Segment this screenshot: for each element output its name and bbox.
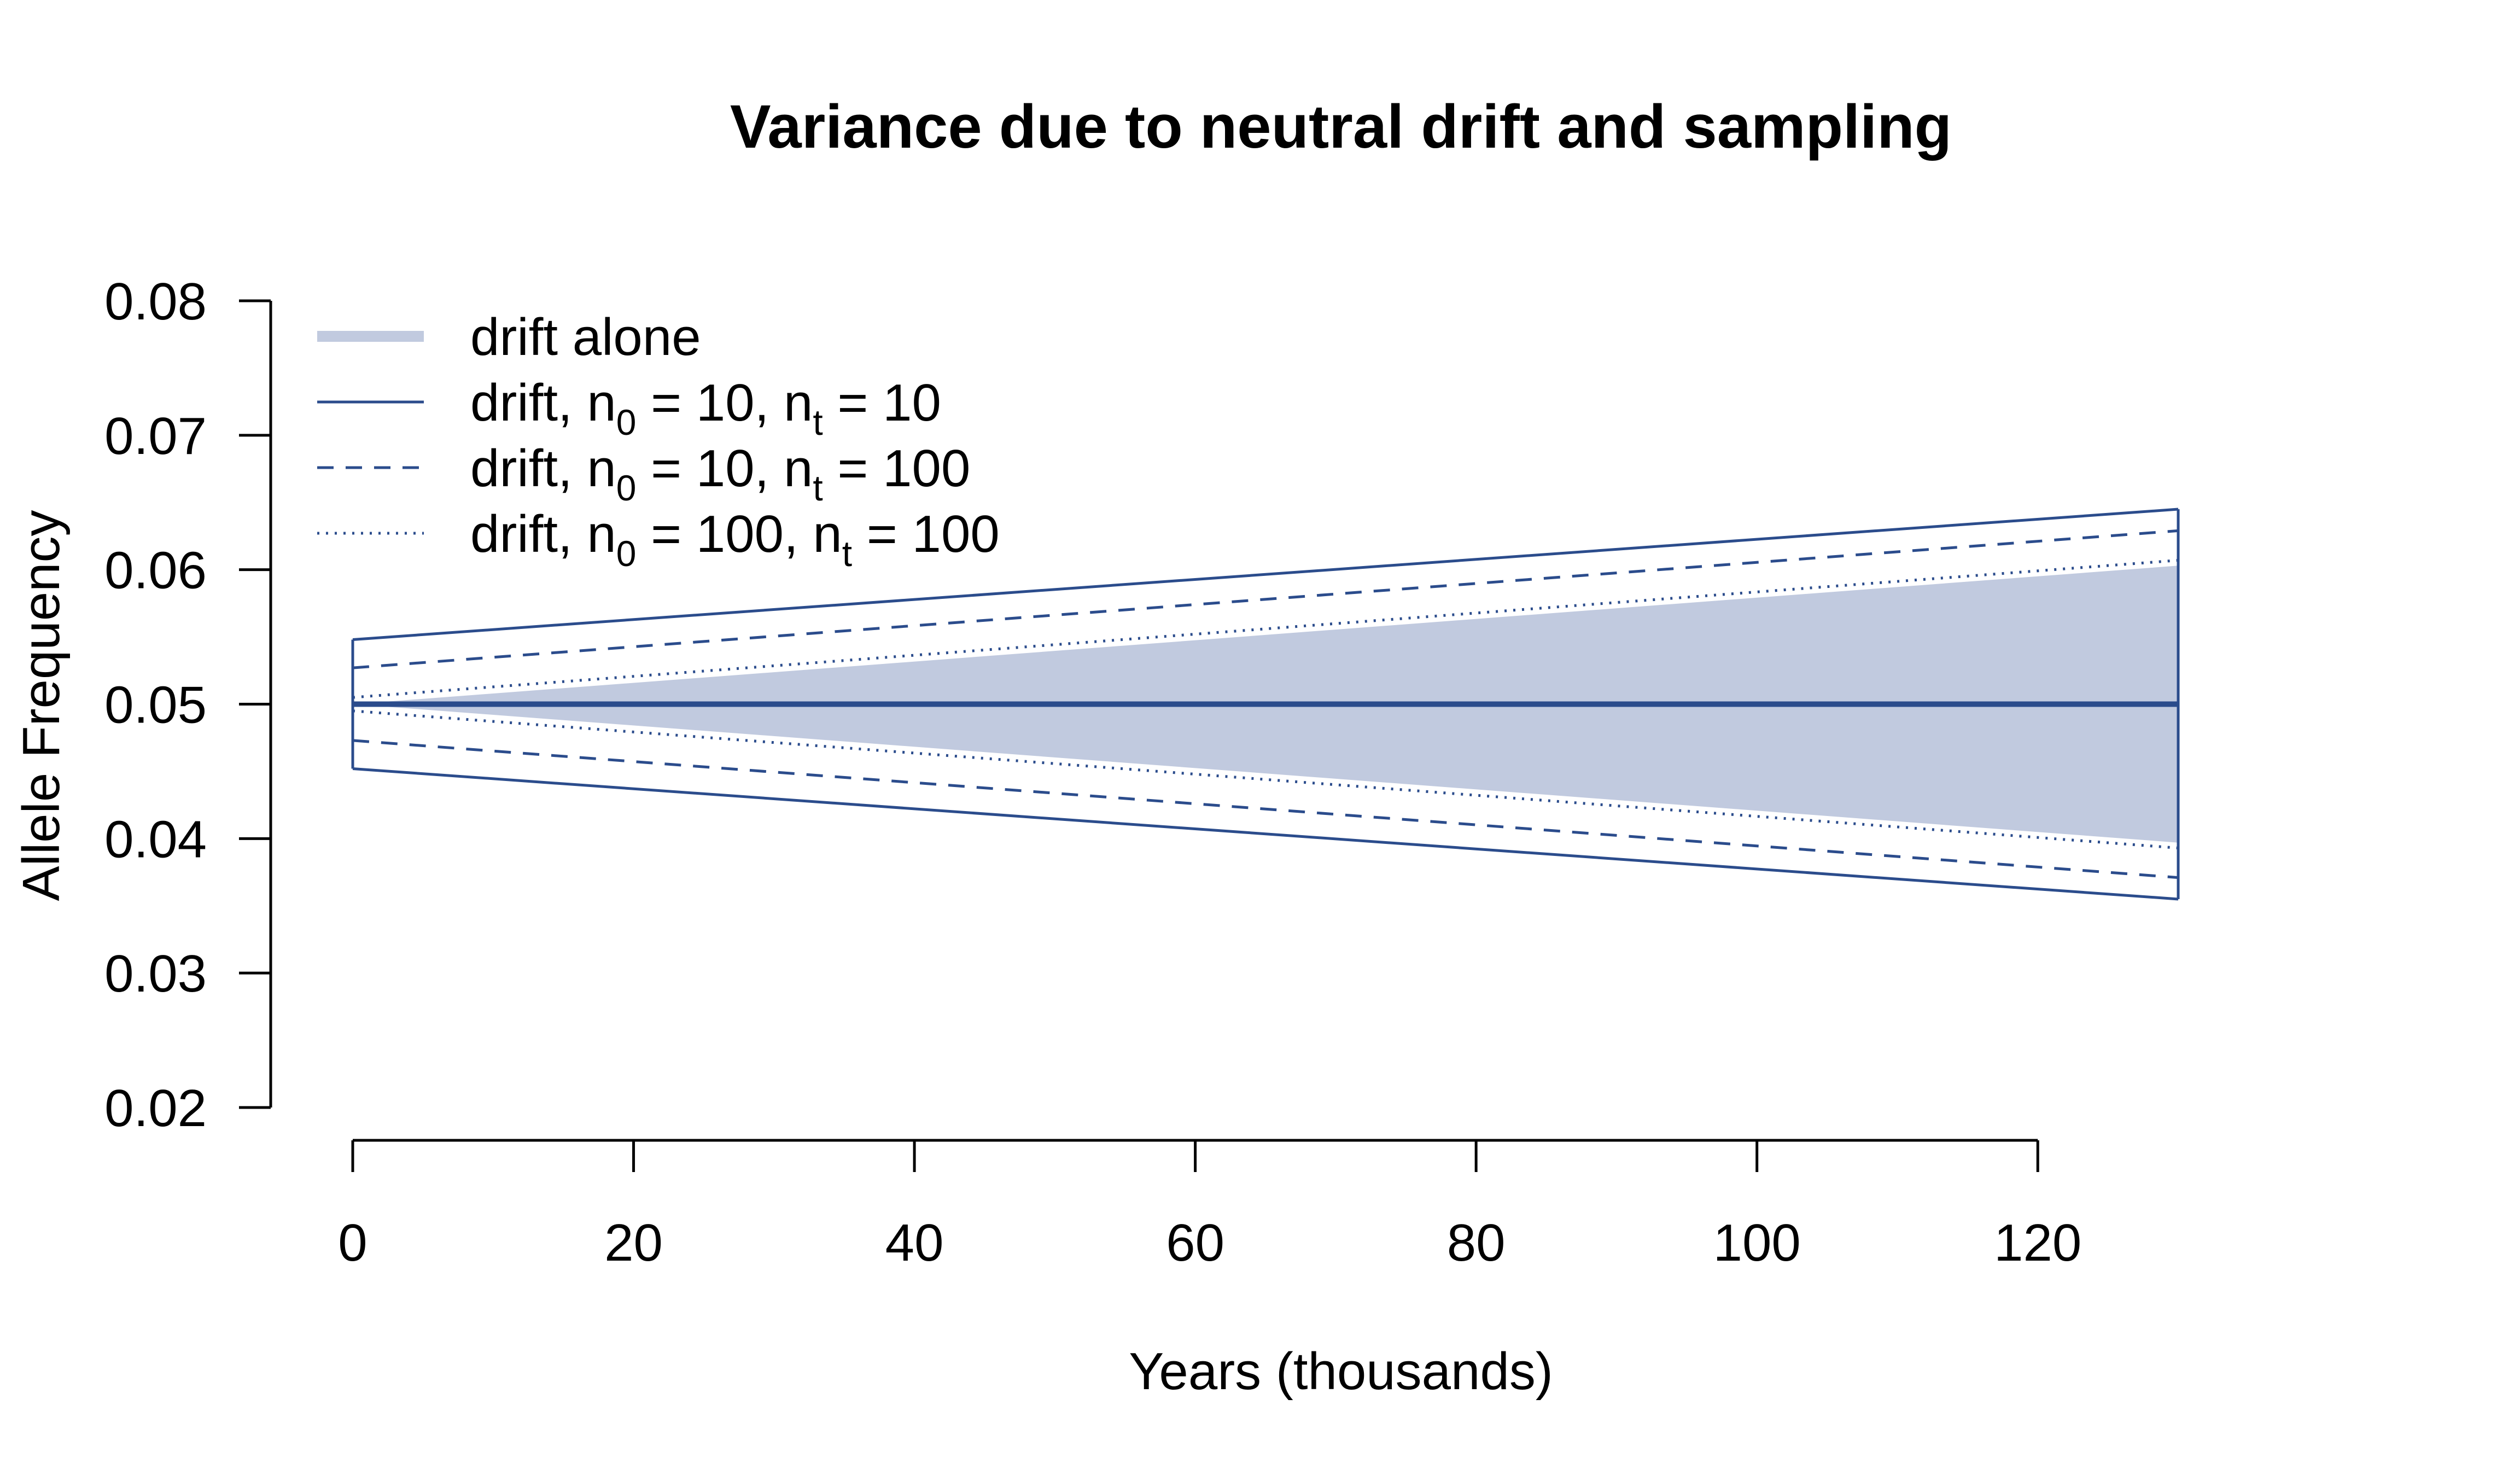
y-tick-label: 0.08 — [104, 272, 207, 331]
y-tick-label: 0.03 — [104, 945, 207, 1003]
y-tick-label: 0.04 — [104, 810, 207, 869]
x-tick-label: 60 — [1166, 1214, 1224, 1272]
line-n10-n100-lower — [352, 739, 2179, 879]
legend-label-n10-n100: drift, n0 = 10, nt = 100 — [470, 439, 970, 508]
x-tick-label: 20 — [604, 1214, 663, 1272]
plot-area — [351, 508, 2180, 901]
legend-label-n10-n10: drift, n0 = 10, nt = 10 — [470, 374, 941, 442]
x-tick-label: 80 — [1447, 1214, 1506, 1272]
x-axis-label: Years (thousands) — [1129, 1342, 1553, 1401]
line-n10-n10-upper — [352, 508, 2179, 641]
y-tick-label: 0.05 — [104, 676, 207, 735]
line-n10-n10-lower — [352, 767, 2179, 901]
line-n10-n100-upper — [352, 529, 2179, 669]
x-tick-label: 40 — [885, 1214, 944, 1272]
y-axis-label: Allele Frequency — [12, 510, 71, 901]
y-tick-label: 0.07 — [104, 407, 207, 465]
x-axis: 0 20 40 60 80 100 120 — [338, 1139, 2081, 1272]
x-tick-label: 120 — [1994, 1214, 2081, 1272]
legend-label-drift-alone: drift alone — [470, 308, 701, 366]
y-axis: 0.02 0.03 0.04 0.05 0.06 0.07 0.08 — [104, 272, 272, 1138]
y-tick-label: 0.02 — [104, 1079, 207, 1138]
y-tick-label: 0.06 — [104, 541, 207, 600]
x-tick-label: 100 — [1713, 1214, 1801, 1272]
chart-title: Variance due to neutral drift and sampli… — [730, 92, 1952, 161]
x-tick-label: 0 — [338, 1214, 367, 1272]
legend-label-n100-n100: drift, n0 = 100, nt = 100 — [470, 505, 1000, 574]
